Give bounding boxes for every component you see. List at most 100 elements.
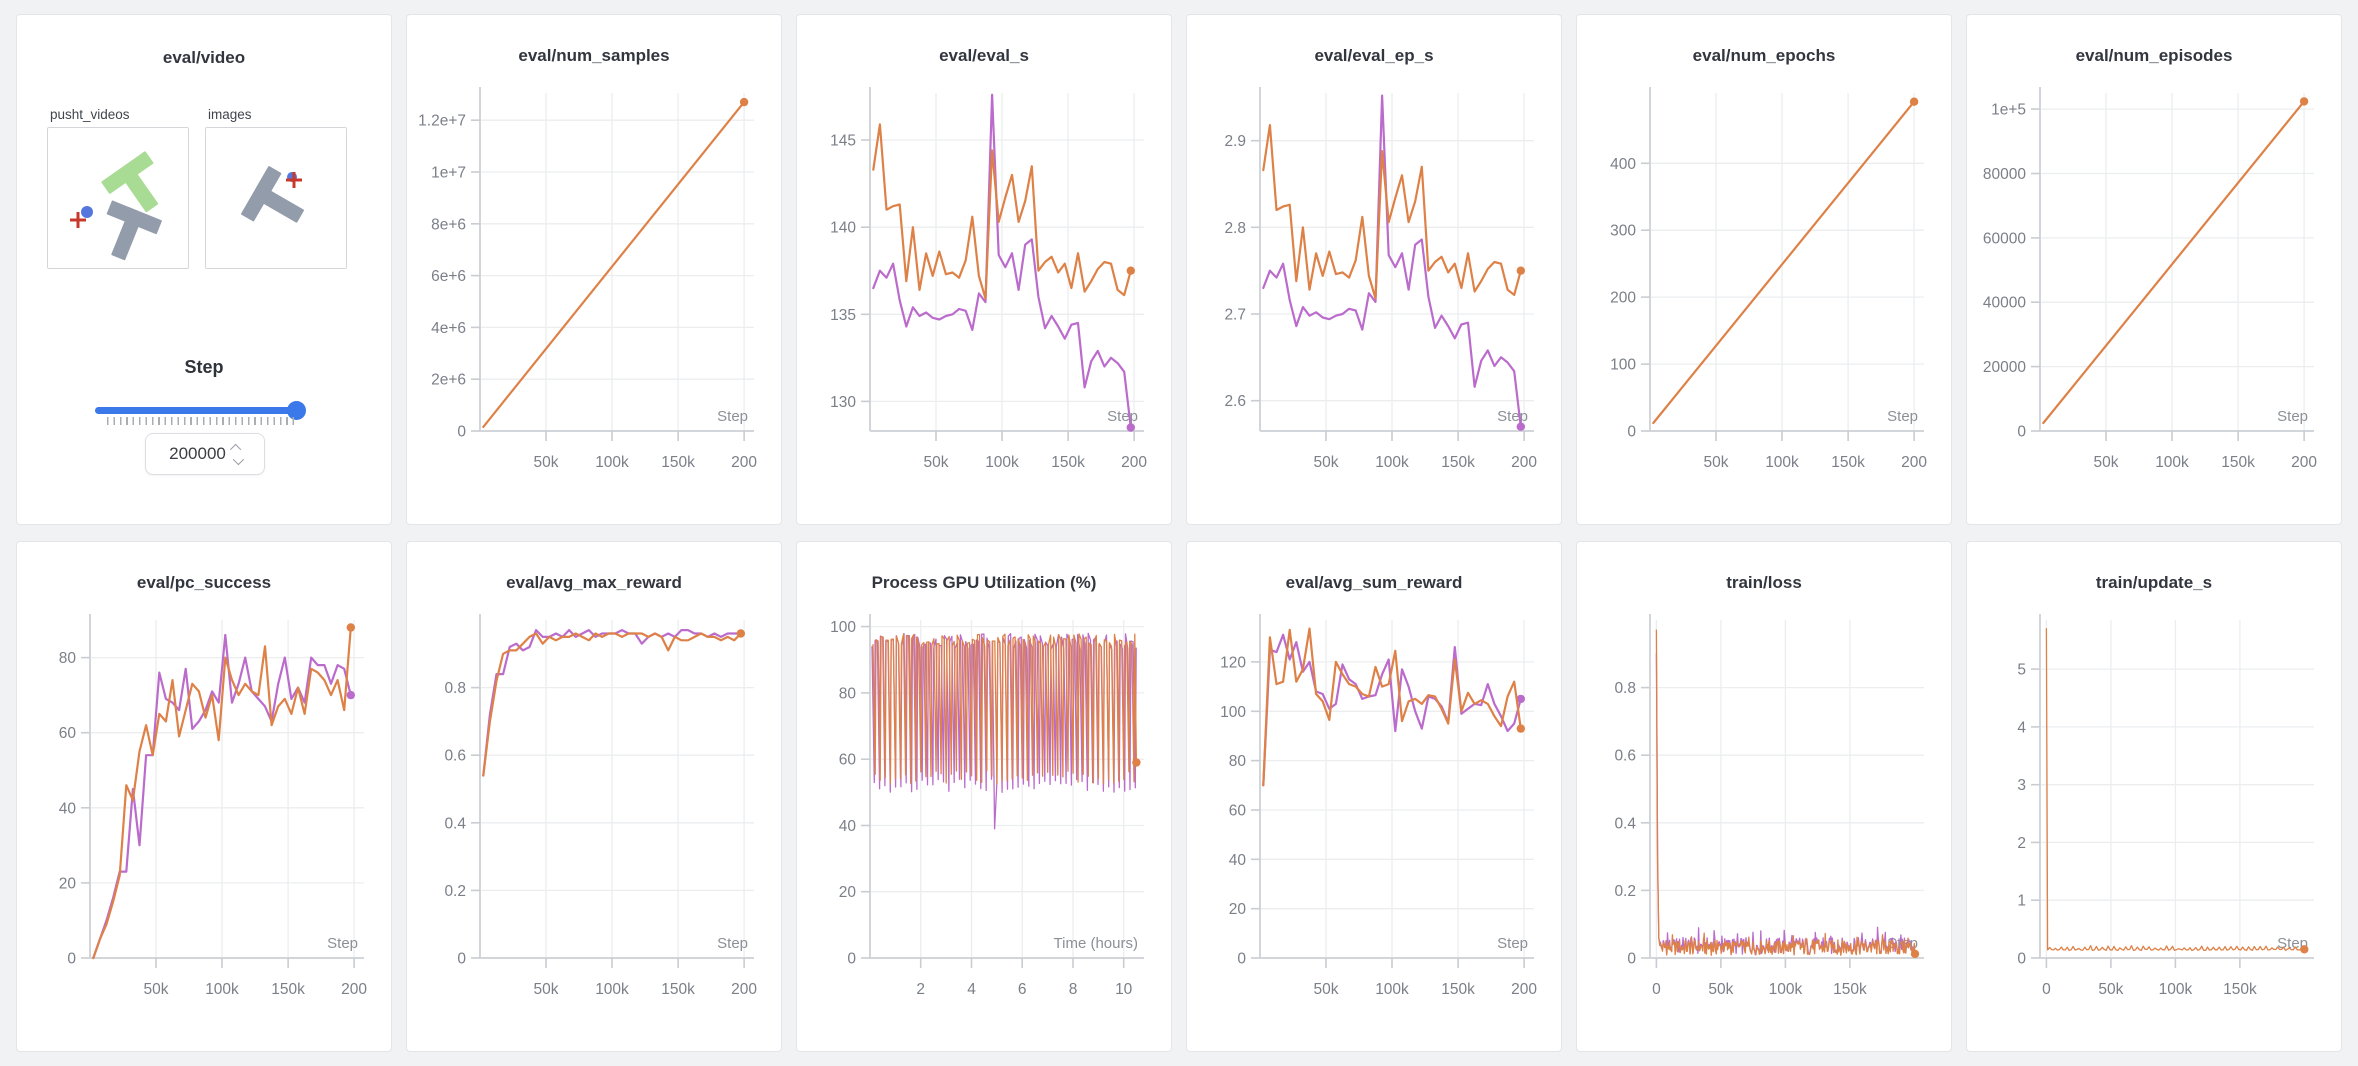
svg-text:0: 0 <box>1237 951 1246 968</box>
chart-canvas[interactable]: 0 20 40 60 80 100 2 4 6 8 10 Time (hours) <box>808 602 1160 1032</box>
chart-title: eval/num_episodes <box>2075 46 2233 65</box>
svg-text:150k: 150k <box>271 981 305 998</box>
svg-text:80: 80 <box>1229 753 1247 770</box>
svg-text:80: 80 <box>839 685 857 702</box>
svg-text:130: 130 <box>830 394 856 411</box>
svg-text:0: 0 <box>1627 951 1636 968</box>
video-thumbnail-pusht-videos[interactable] <box>47 127 189 269</box>
chart-title: eval/num_samples <box>518 46 670 65</box>
svg-text:Step: Step <box>2277 935 2308 952</box>
svg-text:20: 20 <box>59 875 77 892</box>
svg-text:100: 100 <box>830 619 856 636</box>
stepper-down-icon[interactable] <box>232 453 244 466</box>
chart-panel-eval-num-samples: eval/num_samples 0 2e+6 4e+6 6e+6 8e+6 1e+7 1.… <box>406 14 782 525</box>
svg-text:4: 4 <box>2017 719 2026 736</box>
svg-text:200: 200 <box>1511 454 1537 471</box>
step-value-input[interactable]: 200000 <box>145 433 265 475</box>
svg-text:0.6: 0.6 <box>444 748 466 765</box>
chart-canvas[interactable]: 0 100 200 300 400 50k 100k 150k 200 Step <box>1588 75 1940 505</box>
svg-text:150k: 150k <box>1441 454 1475 471</box>
svg-text:145: 145 <box>830 133 856 150</box>
chart-canvas[interactable]: 0 0.2 0.4 0.6 0.8 50k 100k 150k 200 Step <box>418 602 770 1032</box>
image-thumbnail-images[interactable] <box>205 127 347 269</box>
svg-text:150k: 150k <box>2223 981 2257 998</box>
svg-text:0.8: 0.8 <box>444 680 466 697</box>
chart-title: eval/avg_sum_reward <box>1285 573 1463 592</box>
chart-canvas[interactable]: 0 1 2 3 4 5 0 50k 100k 150k Step <box>1978 602 2330 1032</box>
video-caption-images: images <box>208 107 252 122</box>
svg-text:50k: 50k <box>1708 981 1733 998</box>
video-caption-pusht-videos: pusht_videos <box>50 107 130 122</box>
svg-text:Step: Step <box>1497 935 1528 952</box>
svg-text:100k: 100k <box>1375 981 1409 998</box>
stepper-up-icon[interactable] <box>229 443 242 456</box>
svg-text:100k: 100k <box>2155 454 2189 471</box>
svg-text:200: 200 <box>341 981 367 998</box>
stepper-controls <box>229 443 244 466</box>
svg-text:100k: 100k <box>2159 981 2193 998</box>
svg-text:150k: 150k <box>661 981 695 998</box>
svg-text:Step: Step <box>1887 408 1918 425</box>
chart-canvas[interactable]: 0 2e+6 4e+6 6e+6 8e+6 1e+7 1.2e+7 50k 100k 150k 20… <box>418 75 770 505</box>
slider-track[interactable] <box>95 401 306 420</box>
svg-text:100k: 100k <box>1769 981 1803 998</box>
slider-thumb[interactable] <box>287 401 306 420</box>
svg-text:100k: 100k <box>205 981 239 998</box>
svg-text:100: 100 <box>1220 704 1246 721</box>
chart-title: Process GPU Utilization (%) <box>871 573 1097 592</box>
svg-text:200: 200 <box>1901 454 1927 471</box>
svg-text:150k: 150k <box>1831 454 1865 471</box>
chart-canvas[interactable]: 0 20000 40000 60000 80000 1e+5 50k 100k 150k 200 S… <box>1978 75 2330 505</box>
svg-text:150k: 150k <box>1441 981 1475 998</box>
svg-text:80: 80 <box>59 650 77 667</box>
svg-text:200: 200 <box>731 981 757 998</box>
chart-panel-eval-eval-s: eval/eval_s 130 135 140 145 50k 100k 150k 200 St… <box>796 14 1172 525</box>
svg-text:60: 60 <box>1229 803 1247 820</box>
svg-text:100k: 100k <box>595 454 629 471</box>
step-slider[interactable] <box>95 401 306 423</box>
chart-title: eval/num_epochs <box>1692 46 1836 65</box>
svg-text:60: 60 <box>839 752 857 769</box>
chart-canvas[interactable]: 0 0.2 0.4 0.6 0.8 0 50k 100k 150k Step <box>1588 602 1940 1032</box>
svg-text:50k: 50k <box>2094 454 2119 471</box>
svg-text:Step: Step <box>327 935 358 952</box>
svg-text:0: 0 <box>2017 951 2026 968</box>
step-value: 200000 <box>169 444 226 463</box>
svg-text:100k: 100k <box>1765 454 1799 471</box>
chart-panel-eval-eval-ep-s: eval/eval_ep_s 2.6 2.7 2.8 2.9 50k 100k 150k 20… <box>1186 14 1562 525</box>
chart-canvas[interactable]: 2.6 2.7 2.8 2.9 50k 100k 150k 200 Step <box>1198 75 1550 505</box>
chart-title: eval/eval_s <box>939 46 1029 65</box>
panel-title: eval/video <box>162 48 246 67</box>
svg-text:Step: Step <box>2277 408 2308 425</box>
svg-text:50k: 50k <box>534 454 559 471</box>
svg-text:0: 0 <box>2017 424 2026 441</box>
svg-text:1.2e+7: 1.2e+7 <box>418 113 466 130</box>
svg-text:Step: Step <box>717 408 748 425</box>
chart-title: train/update_s <box>2095 573 2213 592</box>
slider-ruler-ticks <box>107 417 295 425</box>
svg-text:0.2: 0.2 <box>444 883 466 900</box>
chart-panel-train-loss: train/loss 0 0.2 0.4 0.6 0.8 0 50k 100k 150k Step <box>1576 541 1952 1052</box>
svg-text:4e+6: 4e+6 <box>431 320 466 337</box>
svg-text:Step: Step <box>1497 408 1528 425</box>
chart-panel-eval-num-epochs: eval/num_epochs 0 100 200 300 400 50k 100k 150k… <box>1576 14 1952 525</box>
chart-canvas[interactable]: 0 20 40 60 80 50k 100k 150k 200 Step <box>28 602 380 1032</box>
svg-text:50k: 50k <box>1314 454 1339 471</box>
svg-text:0.4: 0.4 <box>444 815 466 832</box>
chart-canvas[interactable]: 130 135 140 145 50k 100k 150k 200 Step <box>808 75 1160 505</box>
svg-text:6e+6: 6e+6 <box>431 268 466 285</box>
chart-canvas[interactable]: 0 20 40 60 80 100 120 50k 100k 150k 200 Step <box>1198 602 1550 1032</box>
svg-text:5: 5 <box>2017 662 2026 679</box>
chart-title: eval/eval_ep_s <box>1314 46 1434 65</box>
svg-text:40000: 40000 <box>1983 295 2026 312</box>
svg-text:60: 60 <box>59 725 77 742</box>
svg-text:100k: 100k <box>595 981 629 998</box>
chart-title: train/loss <box>1726 573 1802 592</box>
svg-text:150k: 150k <box>2221 454 2255 471</box>
svg-text:0.4: 0.4 <box>1614 815 1636 832</box>
svg-text:4: 4 <box>967 981 976 998</box>
svg-text:140: 140 <box>830 220 856 237</box>
svg-text:50k: 50k <box>2098 981 2123 998</box>
svg-text:135: 135 <box>830 307 856 324</box>
svg-text:2.8: 2.8 <box>1224 220 1246 237</box>
